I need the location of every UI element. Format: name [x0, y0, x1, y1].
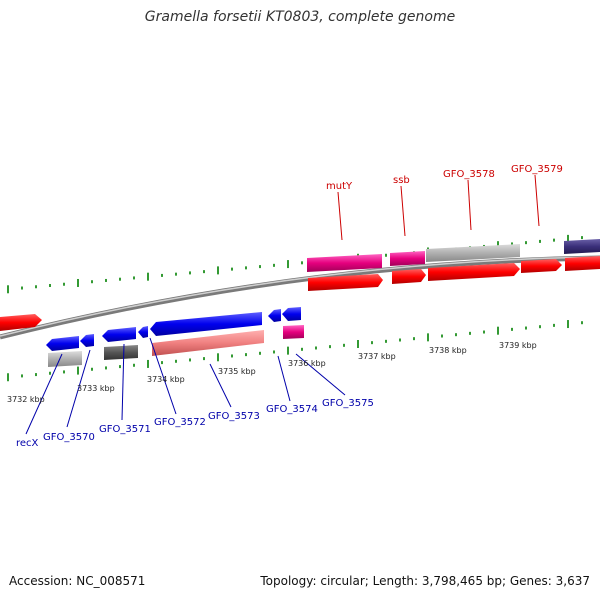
accession-label: Accession: NC_008571 [9, 574, 146, 588]
scale-label: 3736 kbp [288, 359, 326, 368]
gene-labels-bottom: recX GFO_3570 GFO_3571 GFO_3572 GFO_3573… [16, 398, 374, 449]
gene-GFO_3574-cds [268, 309, 281, 322]
gene-GFO_3578-feature [426, 244, 520, 262]
tick-row-top [7, 234, 583, 294]
gene-ssb-cds [392, 269, 426, 284]
gene-GFO_3578-cds [428, 263, 520, 281]
gene-label-GFO_3573[interactable]: GFO_3573 [208, 411, 260, 422]
gene-next-cds [565, 256, 600, 271]
gene-GFO_3572-cds [138, 326, 148, 338]
scale-label: 3739 kbp [499, 341, 537, 350]
gene-mutY-feature [307, 254, 382, 272]
bottom-label-leaders [25, 337, 346, 435]
gene-recX-feature [48, 351, 82, 367]
tick-row-bottom [7, 320, 583, 382]
gene-label-GFO_3572[interactable]: GFO_3572 [154, 417, 206, 428]
gene-label-mutY[interactable]: mutY [326, 181, 353, 192]
gene-mutY-cds [308, 274, 383, 291]
gene-next-feature [564, 239, 600, 254]
scale-label: 3732 kbp [7, 395, 45, 404]
gene-GFO_3573-feature [152, 330, 264, 356]
gene-GFO_3573-cds [150, 312, 262, 336]
gene-label-GFO_3579[interactable]: GFO_3579 [511, 164, 563, 175]
gene-GFO_3579-cds [521, 259, 562, 273]
scale-label: 3734 kbp [147, 375, 185, 384]
gene-label-GFO_3570[interactable]: GFO_3570 [43, 432, 95, 443]
gene-GFO_3575-feature [283, 325, 304, 339]
scale-label: 3733 kbp [77, 384, 115, 393]
gene-GFO_3571-feature [104, 345, 138, 360]
gene-GFO_3570-cds [80, 334, 94, 347]
page-title: Gramella forsetii KT0803, complete genom… [144, 9, 456, 25]
gene-label-GFO_3571[interactable]: GFO_3571 [99, 424, 151, 435]
gene-label-recX[interactable]: recX [16, 438, 39, 449]
gene-label-GFO_3578[interactable]: GFO_3578 [443, 169, 495, 180]
gene-GFO_3571-cds [102, 327, 136, 342]
gene-label-GFO_3575[interactable]: GFO_3575 [322, 398, 374, 409]
gene-prev-cds [0, 314, 42, 331]
gene-label-ssb[interactable]: ssb [393, 175, 410, 186]
gene-recX-cds [46, 336, 79, 351]
gene-ssb-feature [390, 251, 425, 266]
topology-label: Topology: circular; Length: 3,798,465 bp… [260, 574, 590, 588]
top-label-leaders [337, 174, 540, 241]
scale-label: 3738 kbp [429, 346, 467, 355]
genome-backbone-highlight [0, 256, 600, 337]
scale-label: 3735 kbp [218, 367, 256, 376]
gene-label-GFO_3574[interactable]: GFO_3574 [266, 404, 318, 415]
scale-label: 3737 kbp [358, 352, 396, 361]
gene-GFO_3575-cds [282, 307, 301, 321]
gene-labels-top: mutY ssb GFO_3578 GFO_3579 [326, 164, 563, 192]
forward-strand-features [0, 239, 600, 331]
genome-backbone [0, 255, 600, 340]
scale-labels: 3732 kbp 3733 kbp 3734 kbp 3735 kbp 3736… [7, 341, 537, 404]
reverse-strand-features [46, 307, 304, 367]
